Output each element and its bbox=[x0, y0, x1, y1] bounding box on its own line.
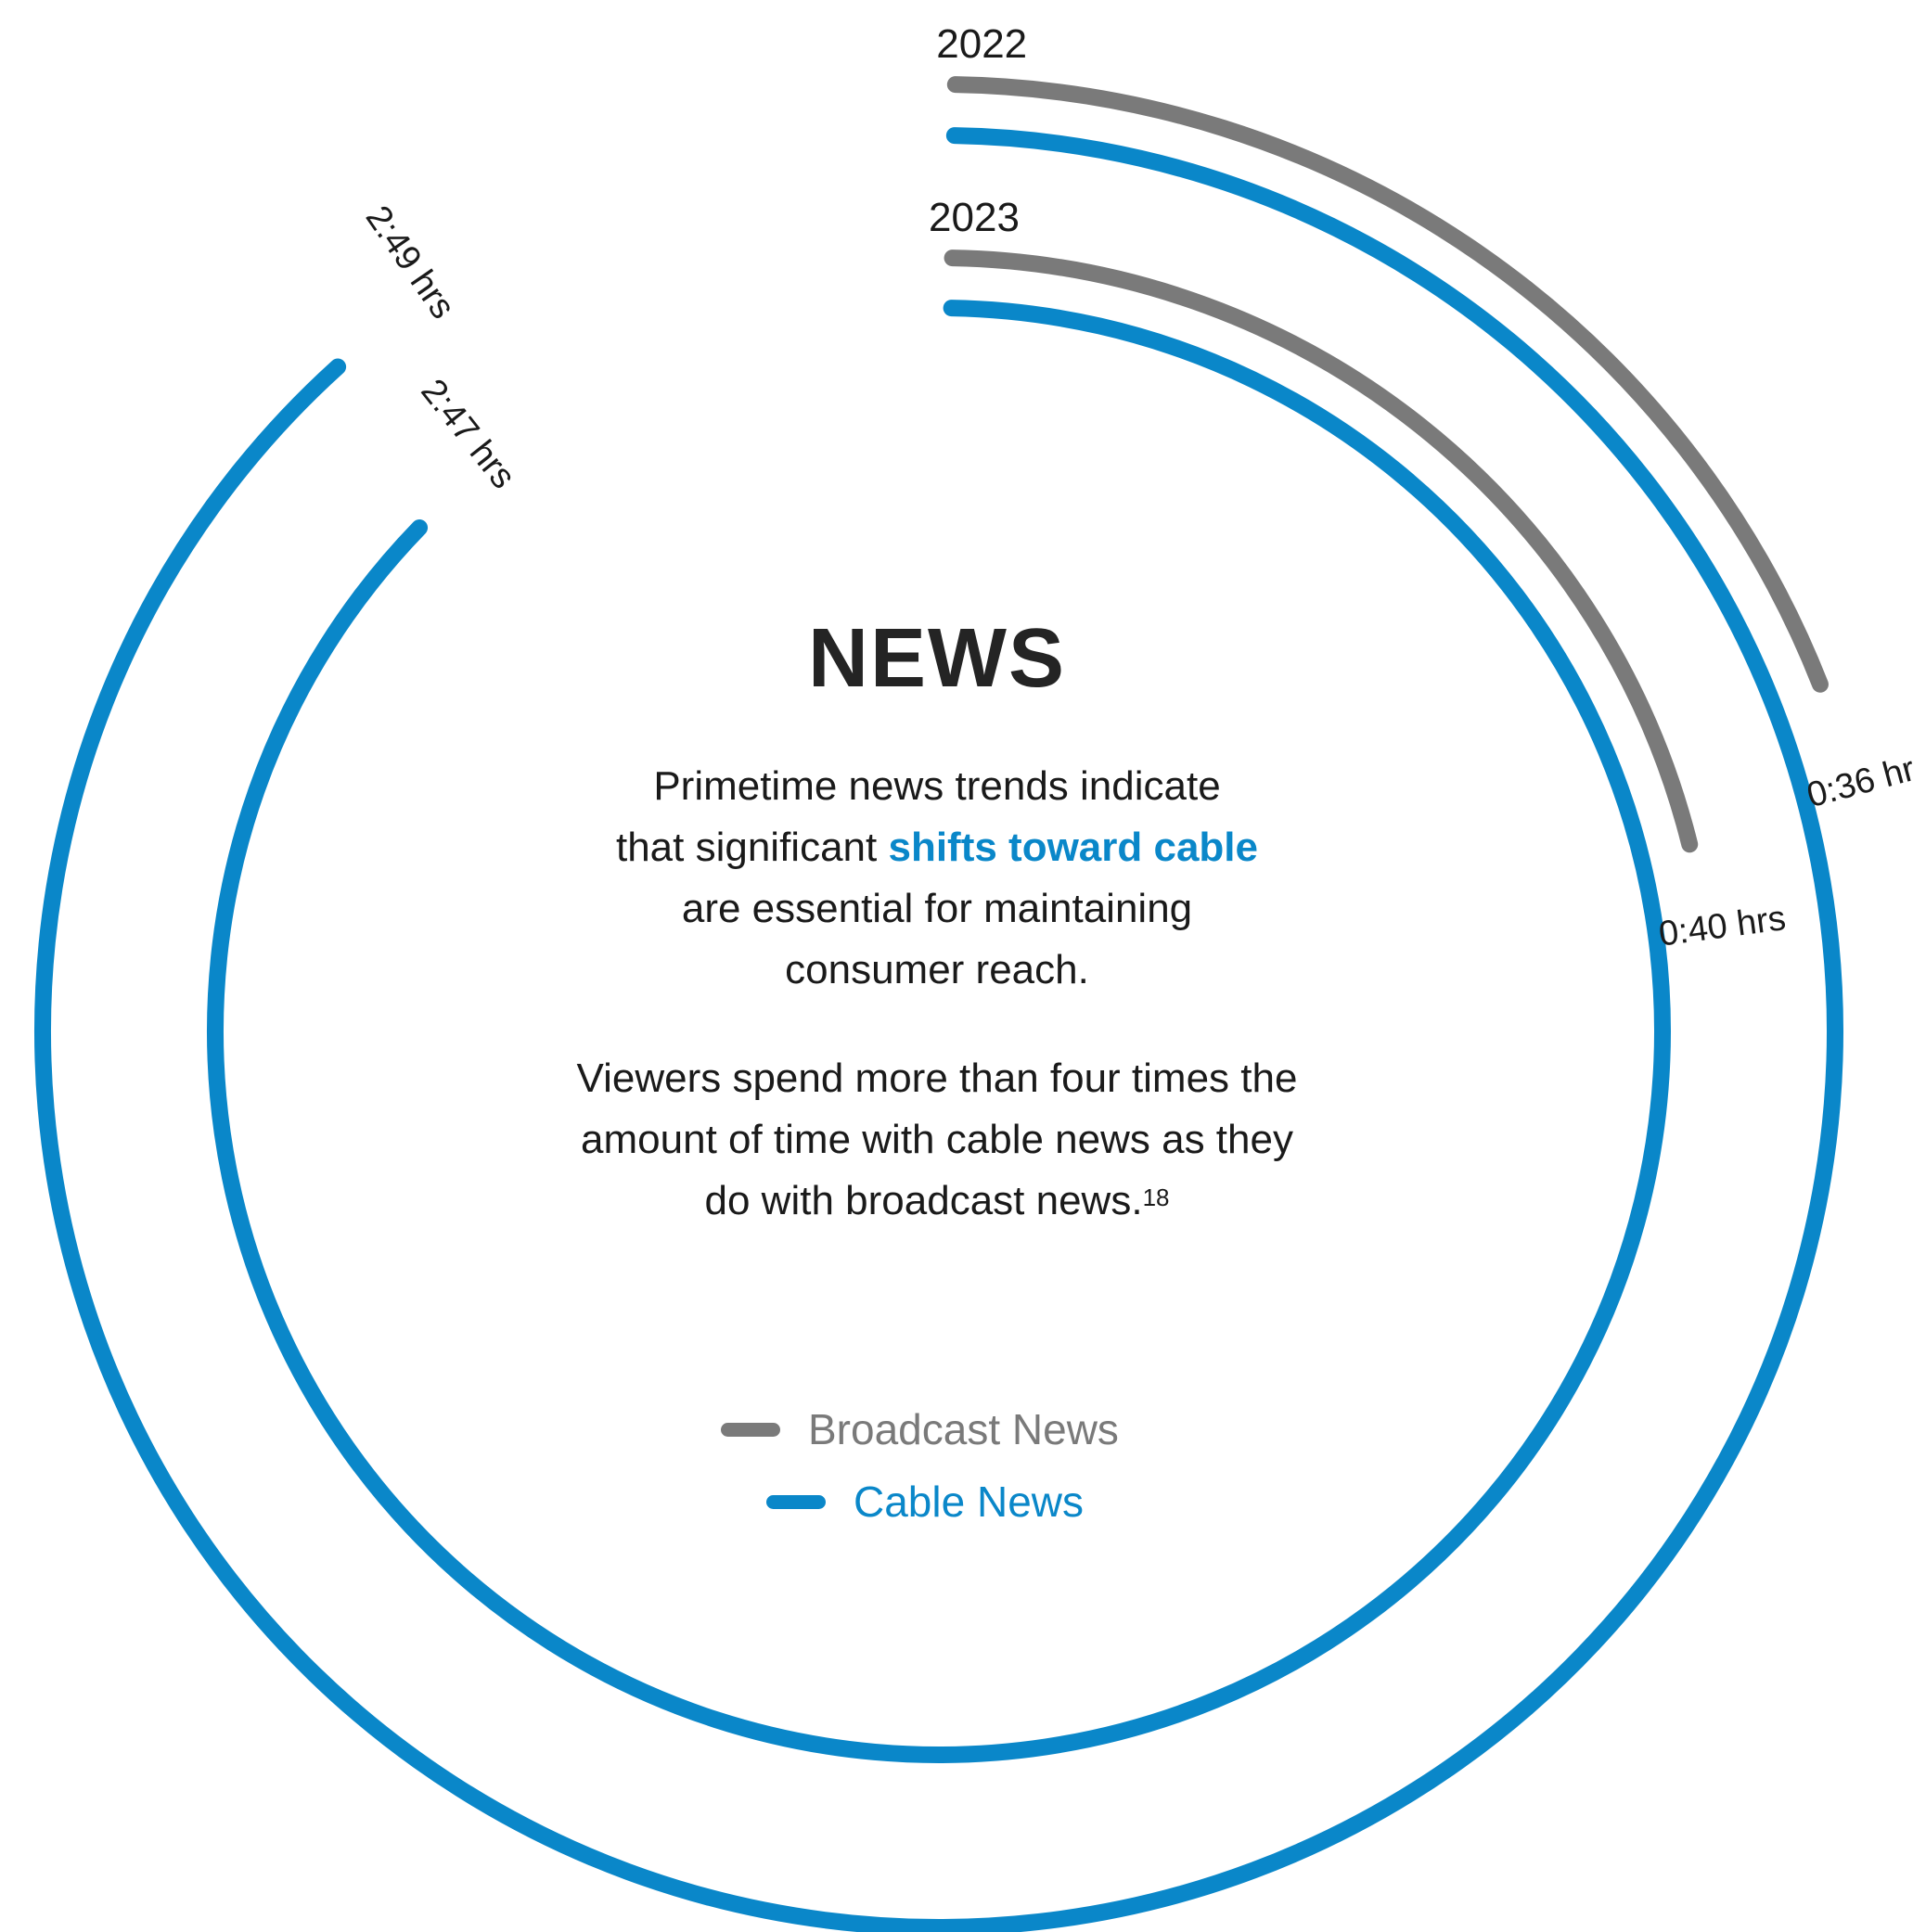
value-label-2022-broadcast: 0:36 hrs bbox=[1803, 745, 1913, 815]
arc-2023-broadcast bbox=[944, 249, 1699, 853]
para2-line-2: amount of time with cable news as they bbox=[581, 1117, 1293, 1162]
para2-line-3-text: do with broadcast news. bbox=[704, 1178, 1143, 1223]
legend-item-cable: Cable News bbox=[766, 1477, 1084, 1527]
legend-item-broadcast: Broadcast News bbox=[721, 1404, 1119, 1454]
para1-line-3: are essential for maintaining bbox=[681, 886, 1193, 931]
para1-line-4: consumer reach. bbox=[785, 947, 1089, 992]
value-label-2023-cable: 2:47 hrs bbox=[413, 372, 522, 496]
para2-line-3: do with broadcast news.18 bbox=[353, 1171, 1521, 1232]
legend-label-broadcast: Broadcast News bbox=[808, 1405, 1119, 1453]
description-paragraph-1: Primetime news trends indicate that sign… bbox=[353, 756, 1521, 1001]
highlight-text: shifts toward cable bbox=[888, 825, 1259, 870]
para1-line-2: that significant shifts toward cable bbox=[353, 817, 1521, 878]
para2-line-1: Viewers spend more than four times the bbox=[576, 1056, 1298, 1101]
para1-line-1: Primetime news trends indicate bbox=[653, 763, 1221, 809]
legend-swatch-cable bbox=[766, 1494, 826, 1509]
year-label-2023: 2023 bbox=[929, 195, 1020, 240]
chart-title: NEWS bbox=[808, 612, 1066, 705]
year-label-2022: 2022 bbox=[936, 21, 1027, 67]
value-label-2022-cable: 2:49 hrs bbox=[358, 199, 463, 326]
arc-2022-cable bbox=[34, 127, 1843, 1932]
arc-2022-broadcast bbox=[946, 76, 1829, 693]
description-paragraph-2: Viewers spend more than four times the a… bbox=[353, 1048, 1521, 1232]
para1-line-2-text: that significant bbox=[615, 825, 889, 870]
footnote-marker: 18 bbox=[1142, 1184, 1170, 1211]
legend-label-cable: Cable News bbox=[854, 1478, 1084, 1526]
value-label-2023-broadcast: 0:40 hrs bbox=[1657, 899, 1789, 954]
legend-swatch-broadcast bbox=[721, 1422, 780, 1437]
arc-2023-cable bbox=[206, 300, 1671, 1763]
